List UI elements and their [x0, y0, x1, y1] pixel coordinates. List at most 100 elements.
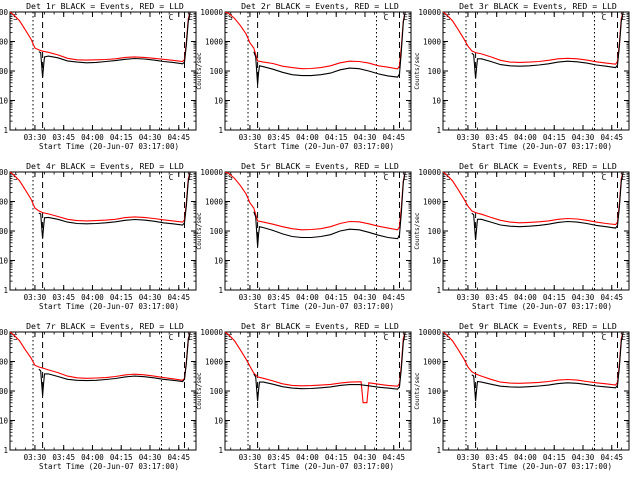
start-marker: S: [13, 173, 18, 182]
x-axis-label: Start Time (20-Jun-07 03:17:00): [254, 302, 394, 311]
y-tick-label: 1: [436, 446, 441, 455]
x-axis-label: Start Time (20-Jun-07 03:17:00): [254, 462, 394, 471]
x-tick-label: 04:30: [139, 453, 162, 462]
plot-frame: [9, 171, 197, 291]
x-tick-label: 03:45: [52, 293, 75, 302]
panel-title: Det 4r BLACK = Events, RED = LLD: [26, 161, 184, 171]
x-tick-label: 04:30: [354, 293, 377, 302]
interval-marker: C: [384, 333, 389, 342]
x-tick-label: 03:30: [24, 293, 47, 302]
y-tick-label: 10000: [418, 8, 441, 17]
start-marker: S: [13, 13, 18, 22]
plot-frame: [224, 171, 412, 291]
x-tick-label: 04:45: [167, 133, 190, 142]
y-tick-label: 10000: [0, 8, 8, 17]
interval-marker: C: [602, 173, 607, 182]
x-tick-label: 04:00: [81, 293, 104, 302]
panel-title: Det 9r BLACK = Events, RED = LLD: [459, 321, 617, 331]
x-tick-label: 03:45: [485, 453, 508, 462]
plot-frame: [9, 331, 197, 451]
x-tick-label: 03:45: [485, 133, 508, 142]
y-tick-label: 1: [436, 286, 441, 295]
detector-panel-8: Det 8r BLACK = Events, RED = LLD 1 10 100 10…: [196, 321, 412, 471]
y-tick-label: 10: [0, 257, 8, 266]
x-tick-label: 03:30: [24, 133, 47, 142]
detector-panel-2: Det 2r BLACK = Events, RED = LLD 1 10 100 10…: [196, 1, 412, 151]
panel-title: Det 3r BLACK = Events, RED = LLD: [459, 1, 617, 11]
detector-panel-7: Det 7r BLACK = Events, RED = LLD 1 10 100 10…: [0, 321, 197, 471]
x-tick-label: 03:45: [52, 453, 75, 462]
y-tick-label: 10: [0, 97, 8, 106]
y-tick-label: 1000: [0, 38, 8, 47]
y-tick-label: 10: [432, 257, 442, 266]
x-tick-label: 04:15: [110, 453, 133, 462]
y-tick-label: 100: [209, 227, 223, 236]
interval-marker: C: [169, 13, 174, 22]
end-marker: E: [188, 173, 193, 182]
y-tick-label: 10: [432, 97, 442, 106]
series-line-events: [38, 172, 196, 239]
x-tick-label: 04:00: [514, 453, 537, 462]
series-line-events: [471, 172, 629, 240]
end-marker: E: [403, 13, 408, 22]
x-tick-label: 03:30: [457, 133, 480, 142]
panel-title: Det 1r BLACK = Events, RED = LLD: [26, 1, 184, 11]
x-tick-label: 03:30: [457, 293, 480, 302]
y-tick-label: 1: [3, 286, 8, 295]
x-axis-label: Start Time (20-Jun-07 03:17:00): [39, 302, 179, 311]
end-marker: E: [403, 173, 408, 182]
detector-panel-5: Det 5r BLACK = Events, RED = LLD 1 10 100 10…: [196, 161, 412, 311]
plot-frame: [442, 171, 630, 291]
x-tick-label: 04:00: [296, 293, 319, 302]
x-tick-label: 04:15: [543, 293, 566, 302]
x-tick-label: 04:30: [572, 453, 595, 462]
x-tick-label: 04:15: [110, 133, 133, 142]
series-line-events: [38, 12, 196, 78]
series-line-events: [471, 12, 629, 79]
plot-frame: [9, 11, 197, 131]
y-tick-label: 100: [0, 227, 8, 236]
end-marker: E: [621, 173, 626, 182]
x-tick-label: 04:30: [572, 133, 595, 142]
end-marker: E: [188, 13, 193, 22]
y-tick-label: 1000: [205, 38, 224, 47]
y-tick-label: 10000: [0, 328, 8, 337]
x-tick-label: 04:30: [572, 293, 595, 302]
detector-panel-9: Det 9r BLACK = Events, RED = LLD 1 10 100 10…: [414, 321, 630, 471]
y-tick-label: 1000: [423, 38, 442, 47]
y-tick-label: 100: [427, 387, 441, 396]
y-axis-label: Counts/sec: [196, 372, 203, 410]
interval-marker: C: [169, 333, 174, 342]
x-tick-label: 04:00: [81, 453, 104, 462]
end-marker: E: [621, 333, 626, 342]
x-axis-label: Start Time (20-Jun-07 03:17:00): [472, 302, 612, 311]
y-tick-label: 1: [218, 446, 223, 455]
y-tick-label: 10000: [200, 168, 223, 177]
x-tick-label: 03:45: [52, 133, 75, 142]
y-tick-label: 10000: [418, 328, 441, 337]
x-tick-label: 04:45: [382, 133, 405, 142]
x-tick-label: 04:15: [325, 293, 348, 302]
start-marker: S: [446, 333, 451, 342]
series-line-lld: [225, 332, 411, 404]
series-line-events: [471, 332, 629, 402]
panel-title: Det 7r BLACK = Events, RED = LLD: [26, 321, 184, 331]
plot-frame: [442, 11, 630, 131]
x-axis-label: Start Time (20-Jun-07 03:17:00): [472, 462, 612, 471]
start-marker: S: [446, 173, 451, 182]
y-tick-label: 1000: [0, 198, 8, 207]
y-axis-label: Counts/sec: [414, 52, 421, 90]
panel-title: Det 5r BLACK = Events, RED = LLD: [241, 161, 399, 171]
y-tick-label: 100: [0, 387, 8, 396]
x-tick-label: 04:15: [325, 133, 348, 142]
detector-panel-4: Det 4r BLACK = Events, RED = LLD 1 10 100 10…: [0, 161, 197, 311]
y-tick-label: 100: [209, 387, 223, 396]
end-marker: E: [621, 13, 626, 22]
y-tick-label: 1: [3, 446, 8, 455]
x-tick-label: 03:30: [24, 453, 47, 462]
x-tick-label: 04:15: [325, 453, 348, 462]
plot-frame: [442, 331, 630, 451]
x-tick-label: 04:15: [110, 293, 133, 302]
y-tick-label: 10: [214, 97, 224, 106]
x-axis-label: Start Time (20-Jun-07 03:17:00): [39, 462, 179, 471]
